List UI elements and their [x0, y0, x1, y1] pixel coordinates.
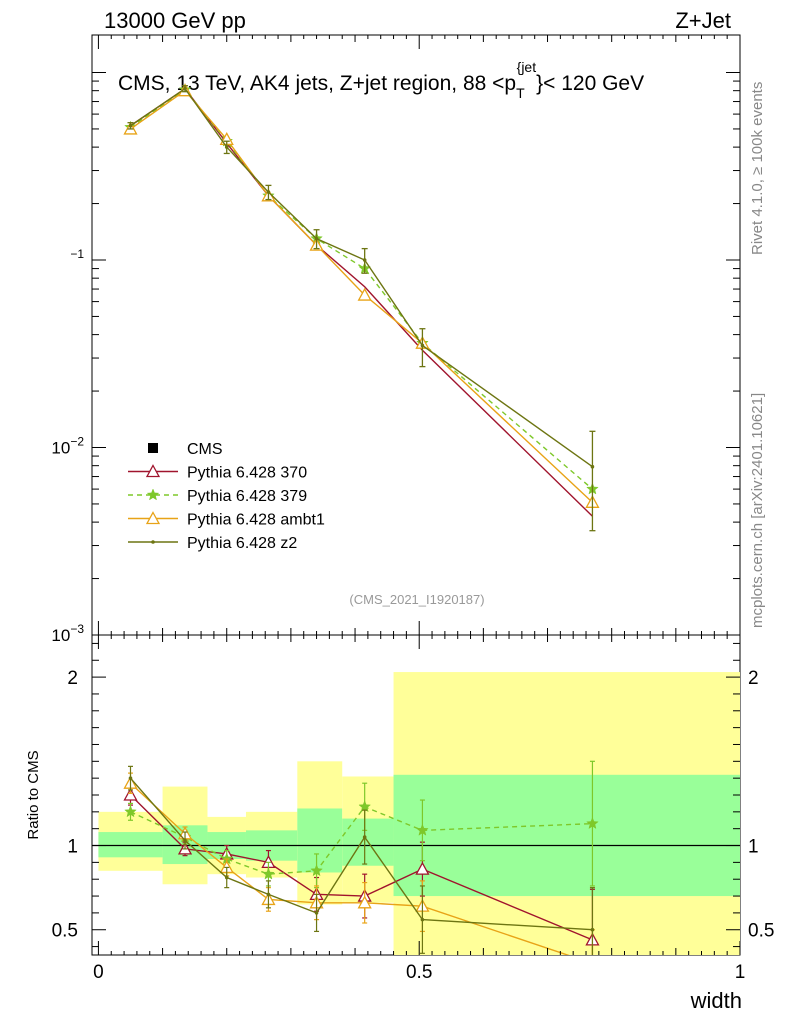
ratio-point	[415, 861, 430, 875]
ratio-band-inner	[393, 774, 740, 897]
ratio-point	[590, 927, 595, 932]
ratio-point	[357, 895, 372, 909]
ratio-band-inner	[98, 832, 163, 858]
title-sup: {jet	[517, 59, 537, 75]
tick-exponent: −2	[70, 435, 84, 449]
tick-base: 10	[51, 439, 70, 458]
title-main: CMS, 13 TeV, AK4 jets, Z+jet region, 88 …	[118, 72, 516, 95]
plot-title: CMS, 13 TeV, AK4 jets, Z+jet region, 88 …	[118, 59, 644, 101]
ratio-point	[310, 864, 323, 877]
title-tail: < 120 GeV	[543, 72, 644, 95]
legend-label: Pythia 6.428 z2	[187, 535, 297, 552]
legend-label: Pythia 6.428 379	[187, 488, 307, 505]
ratio-y-tick-label-left: 2	[67, 668, 78, 689]
x-tick-label: 0.5	[406, 962, 432, 983]
axes-group: 0 0.5 1−110−210−30.5 0.51 12 2	[51, 35, 774, 983]
ratio-series-line	[130, 805, 593, 875]
ratio-point	[224, 875, 229, 880]
tick-exponent: −3	[70, 622, 84, 636]
main-point	[357, 287, 372, 301]
main-series-group	[123, 82, 600, 532]
watermark: (CMS_2021_I1920187)	[349, 592, 484, 607]
legend-label: Pythia 6.428 370	[187, 465, 307, 482]
main-point	[266, 190, 271, 194]
main-point	[314, 236, 319, 241]
header-right: Z+Jet	[675, 8, 731, 33]
ratio-y-tick-label-left: 1	[67, 837, 78, 858]
main-point	[362, 258, 367, 262]
main-series-line	[130, 88, 593, 490]
ratio-y-axis-label: Ratio to CMS	[25, 750, 42, 839]
ratio-y-tick-label-right: 0.5	[748, 921, 774, 942]
x-tick-label: 1	[735, 962, 746, 983]
ratio-point	[266, 892, 271, 897]
main-y-tick-label: −1	[70, 247, 84, 261]
legend-marker	[146, 488, 160, 501]
main-series-line	[130, 87, 593, 468]
legend-marker	[148, 443, 158, 453]
rivet-version-label: Rivet 4.1.0, ≥ 100k events	[749, 82, 766, 255]
x-axis-label: width	[690, 988, 742, 1013]
ratio-series-line	[130, 794, 593, 941]
ratio-point	[358, 800, 372, 813]
legend-marker	[145, 511, 161, 525]
ratio-band-inner	[297, 808, 343, 873]
ratio-point	[416, 823, 429, 836]
ratio-point	[362, 835, 367, 839]
main-point	[183, 86, 187, 91]
ratio-point	[124, 805, 137, 818]
x-tick-label: 0	[93, 962, 104, 983]
legend: CMS Pythia 6.428 370 Pythia 6.428 379 Pythi…	[128, 441, 325, 552]
main-point	[420, 343, 425, 348]
main-point	[224, 145, 229, 149]
legend-marker	[151, 540, 155, 544]
ratio-clipped-group	[123, 760, 600, 955]
ratio-point	[183, 838, 187, 843]
ratio-series-group	[123, 760, 600, 955]
ratio-point	[586, 816, 599, 830]
legend-label: Pythia 6.428 ambt1	[187, 512, 325, 529]
ratio-point	[420, 917, 425, 922]
main-y-tick-label: 10−3	[51, 622, 84, 645]
ratio-series-line	[129, 777, 593, 931]
title-sub: T	[516, 85, 525, 101]
legend-marker	[145, 464, 161, 478]
legend-label: CMS	[187, 441, 223, 458]
ratio-point	[314, 911, 319, 915]
ratio-y-tick-label-right: 1	[748, 837, 759, 858]
ratio-point	[128, 776, 133, 780]
main-y-tick-label: 10−2	[51, 435, 84, 458]
tick-base: 10	[51, 626, 70, 645]
ratio-uncertainty-bands	[98, 672, 740, 955]
ratio-y-tick-label-right: 2	[748, 668, 759, 689]
title-close: }	[536, 72, 543, 95]
ratio-point	[262, 867, 275, 880]
ratio-point	[123, 787, 138, 801]
main-point	[128, 123, 133, 128]
header-left: 13000 GeV pp	[104, 8, 246, 33]
mcplots-label: mcplots.cern.ch [arXiv:2401.10621]	[749, 393, 766, 628]
main-point	[590, 464, 595, 469]
ratio-y-tick-label-left: 0.5	[52, 921, 78, 942]
